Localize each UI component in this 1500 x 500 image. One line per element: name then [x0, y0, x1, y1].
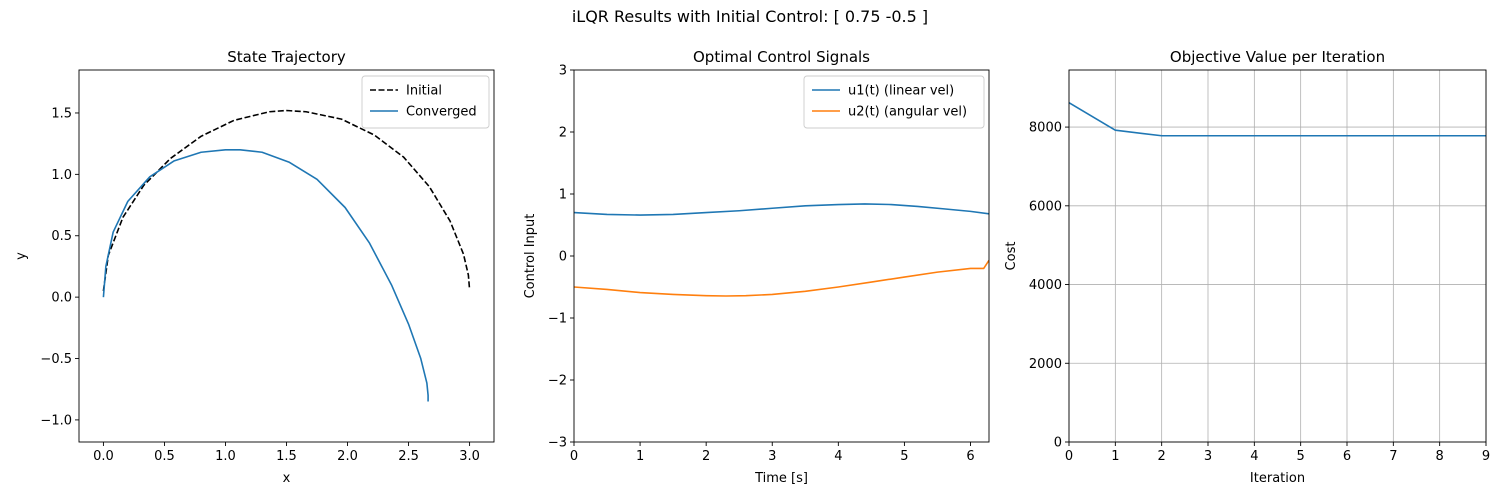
x-tick-label: 0: [1065, 449, 1073, 464]
legend-box: [803, 75, 985, 129]
x-tick-label: 5: [900, 449, 908, 464]
series-line-converged: [102, 149, 429, 402]
legend-label: Initial: [406, 84, 442, 99]
y-tick-label: 1.5: [51, 106, 72, 121]
y-tick-label: 3: [559, 64, 567, 79]
y-tick-label: 0.0: [51, 291, 72, 306]
y-tick-label: 2: [559, 126, 567, 141]
x-tick-label: 2: [702, 449, 710, 464]
x-tick-label: 1: [636, 449, 644, 464]
series-line-u2t: [574, 259, 989, 297]
y-tick-label: 2000: [1029, 357, 1062, 372]
x-tick-label: 1: [1111, 449, 1119, 464]
y-tick-label: 0: [1054, 436, 1062, 451]
y-tick-label: 4000: [1029, 278, 1062, 293]
x-tick-label: 0.0: [93, 449, 114, 464]
y-axis-label: Control Input: [523, 214, 538, 299]
x-tick-label: 5: [1297, 449, 1305, 464]
x-tick-label: 1.5: [276, 449, 297, 464]
x-tick-label: 6: [1343, 449, 1351, 464]
x-tick-label: 8: [1436, 449, 1444, 464]
y-tick-label: 0.5: [51, 229, 72, 244]
legend: u1(t) (linear vel) u2(t) (angular vel): [803, 75, 985, 129]
y-tick-label: −1: [548, 312, 567, 327]
chart-title: Optimal Control Signals: [693, 48, 870, 66]
x-tick-label: 4: [1250, 449, 1258, 464]
legend: Initial Converged: [361, 75, 490, 129]
y-tick-label: −2: [548, 374, 567, 389]
y-tick-label: 1.0: [51, 168, 72, 183]
x-tick-label: 2.0: [337, 449, 358, 464]
chart-title: Objective Value per Iteration: [1170, 48, 1385, 66]
x-tick-label: 6: [966, 449, 974, 464]
series-line-u1t: [574, 203, 989, 216]
x-tick-label: 3.0: [459, 449, 480, 464]
figure-suptitle: iLQR Results with Initial Control: [ 0.7…: [571, 7, 929, 26]
chart-panel-1: 0.0 0.5 1.0 1.5 2.0 2.5 3.0 −1.0 −0.5 0.0 0.5 1.0 1.…: [14, 48, 495, 486]
x-tick-label: 9: [1482, 449, 1490, 464]
legend-label: Converged: [406, 105, 477, 120]
x-tick-label: 0: [570, 449, 578, 464]
x-tick-label: 3: [768, 449, 776, 464]
x-tick-label: 1.0: [215, 449, 236, 464]
x-tick-label: 2: [1158, 449, 1166, 464]
chart-panel-2: 0 1 2 3 4 5 6 −3 −2 −1 0 1 2 3 Optimal Control Signals…: [523, 48, 990, 486]
x-tick-label: 4: [834, 449, 842, 464]
series-line-1: [1069, 101, 1486, 137]
x-tick-label: 2.5: [398, 449, 419, 464]
y-tick-label: 8000: [1029, 121, 1062, 136]
x-tick-label: 3: [1204, 449, 1212, 464]
x-axis-label: Iteration: [1250, 471, 1305, 486]
y-axis-label: Cost: [1004, 242, 1019, 271]
legend-label: u1(t) (linear vel): [848, 84, 954, 99]
y-axis-label: y: [14, 252, 29, 260]
x-axis-label: x: [283, 471, 291, 486]
x-tick-label: 7: [1389, 449, 1397, 464]
y-tick-label: −1.0: [40, 413, 72, 428]
y-tick-label: −0.5: [40, 352, 72, 367]
legend-label: u2(t) (angular vel): [848, 105, 967, 120]
x-tick-label: 0.5: [154, 449, 175, 464]
chart-panel-3: 0 1 2 3 4 5 6 7 8 9 0 2000 4000 6000 8000 Objective Val…: [1004, 48, 1490, 486]
x-axis-label: Time [s]: [754, 471, 808, 486]
y-tick-label: 1: [559, 188, 567, 203]
y-tick-label: −3: [548, 436, 567, 451]
axes-frame: [1068, 69, 1487, 443]
y-tick-label: 6000: [1029, 199, 1062, 214]
y-tick-label: 0: [559, 250, 567, 265]
chart-title: State Trajectory: [227, 48, 346, 66]
series-line-initial: [102, 109, 471, 292]
legend-box: [361, 75, 490, 129]
